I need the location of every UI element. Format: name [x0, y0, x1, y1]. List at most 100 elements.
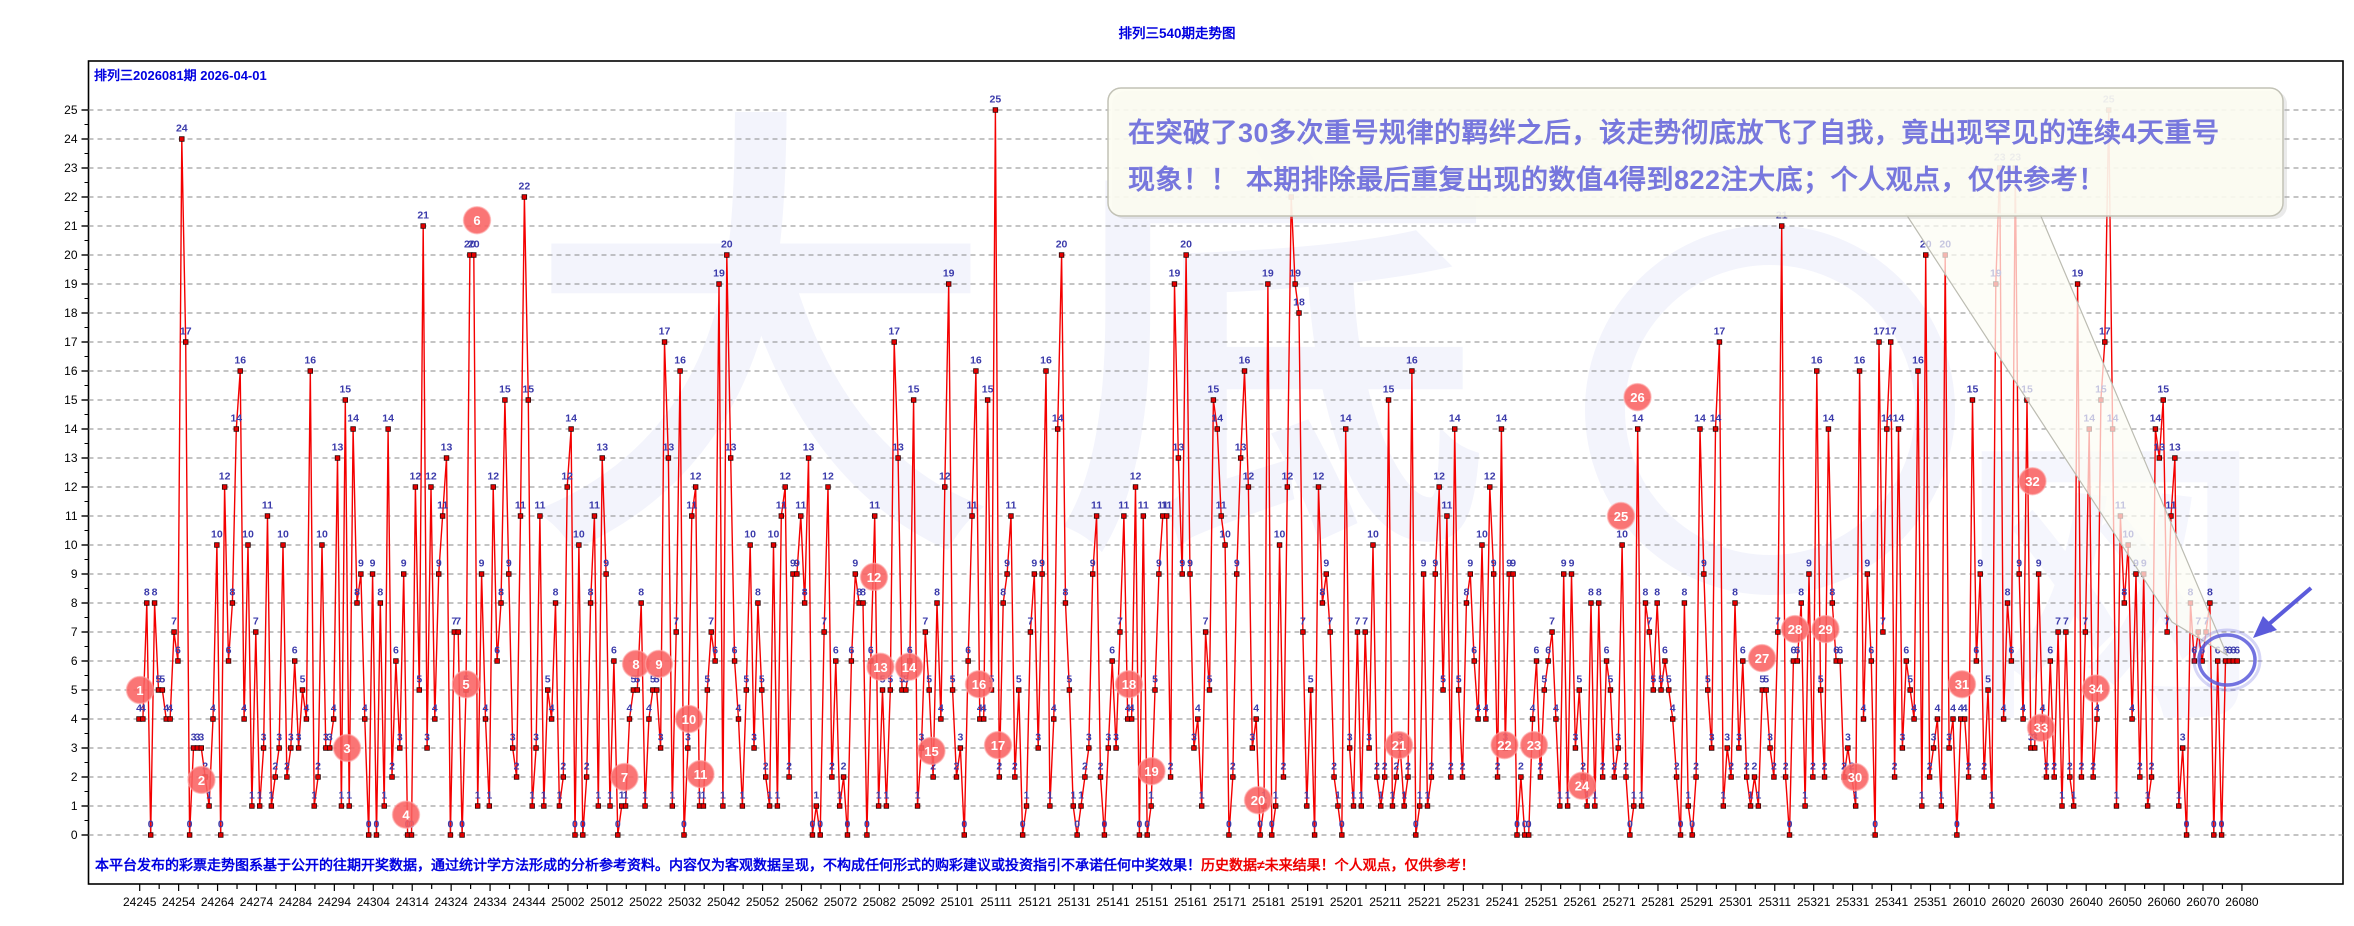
point-value-label: 2	[1405, 761, 1411, 773]
point-value-label: 9	[370, 558, 376, 570]
point-marker	[183, 339, 189, 345]
point-value-label: 1	[1853, 790, 1859, 802]
point-marker	[2016, 571, 2022, 577]
point-value-label: 0	[864, 819, 870, 831]
point-marker	[1888, 339, 1894, 345]
point-value-label: 1	[1938, 790, 1944, 802]
point-value-label: 4	[167, 703, 173, 715]
point-marker	[1915, 368, 1921, 374]
x-tick-label: 26060	[2147, 895, 2181, 909]
x-tick-label: 25072	[824, 895, 858, 909]
point-value-label: 5	[704, 674, 710, 686]
point-marker	[1121, 513, 1127, 519]
watermark-char: 大	[530, 90, 990, 603]
point-value-label: 0	[817, 819, 823, 831]
point-marker	[836, 803, 843, 809]
x-tick-label: 25211	[1369, 895, 1402, 909]
point-value-label: 6	[1794, 645, 1800, 657]
point-value-label: 4	[1962, 703, 1968, 715]
point-marker	[362, 716, 368, 722]
point-value-label: 11	[1161, 500, 1172, 512]
point-marker	[1619, 542, 1625, 548]
point-value-label: 9	[794, 558, 800, 570]
point-value-label: 0	[447, 819, 453, 831]
point-value-label: 1	[1557, 790, 1563, 802]
point-marker	[821, 629, 827, 635]
point-value-label: 2	[1611, 761, 1617, 773]
point-marker	[580, 832, 586, 838]
point-value-label: 6	[2230, 645, 2236, 657]
point-value-label: 11	[1005, 500, 1016, 512]
point-marker	[2078, 774, 2085, 780]
point-value-label: 5	[300, 674, 306, 686]
point-value-label: 8	[638, 587, 644, 599]
repeat-circle-number: 27	[1755, 651, 1769, 666]
x-tick-label: 25321	[1797, 895, 1831, 909]
point-marker	[2191, 658, 2198, 664]
point-value-label: 1	[1078, 790, 1084, 802]
point-marker	[844, 832, 851, 838]
point-marker	[206, 803, 212, 809]
point-value-label: 5	[1541, 674, 1547, 686]
point-marker	[2074, 281, 2081, 287]
point-value-label: 5	[1985, 674, 1991, 686]
point-marker	[144, 600, 150, 606]
point-marker	[1300, 629, 1306, 635]
point-marker	[2102, 339, 2108, 345]
point-marker	[1736, 745, 1742, 751]
point-value-label: 1	[915, 790, 921, 802]
point-value-label: 6	[2191, 645, 2197, 657]
point-marker	[1066, 687, 1073, 693]
point-marker	[1627, 832, 1633, 838]
repeat-circle-number: 34	[2089, 682, 2104, 697]
point-value-label: 8	[144, 587, 150, 599]
point-value-label: 1	[1304, 790, 1310, 802]
point-marker	[1603, 658, 1610, 664]
point-value-label: 2	[1460, 761, 1466, 773]
point-marker	[1747, 803, 1754, 809]
point-value-label: 1	[642, 790, 648, 802]
point-marker	[1253, 716, 1259, 722]
point-marker	[233, 426, 240, 432]
point-value-label: 6	[175, 645, 181, 657]
point-value-label: 2	[954, 761, 960, 773]
point-marker	[1599, 774, 1606, 780]
point-marker	[2004, 600, 2011, 606]
point-marker	[502, 397, 508, 403]
point-marker	[1965, 774, 1972, 780]
point-value-label: 11	[1441, 500, 1452, 512]
x-tick-label: 25012	[590, 895, 624, 909]
point-value-label: 22	[519, 181, 531, 193]
point-marker	[2032, 745, 2038, 751]
point-value-label: 1	[1199, 790, 1205, 802]
repeat-circle-number: 15	[924, 744, 938, 759]
point-value-label: 3	[1724, 732, 1730, 744]
point-value-label: 4	[2020, 703, 2026, 715]
point-marker	[1272, 803, 1279, 809]
point-marker	[424, 745, 430, 751]
point-value-label: 7	[1354, 616, 1360, 628]
point-marker	[2090, 774, 2096, 780]
point-marker	[1327, 629, 1333, 635]
point-value-label: 0	[1312, 819, 1318, 831]
point-value-label: 5	[1016, 674, 1022, 686]
repeat-circle-number: 29	[1818, 622, 1832, 637]
point-marker	[1549, 629, 1555, 635]
point-marker	[272, 774, 278, 780]
point-marker	[809, 832, 816, 838]
point-value-label: 5	[1763, 674, 1769, 686]
point-value-label: 6	[1790, 645, 1796, 657]
repeat-circle	[917, 736, 946, 766]
point-value-label: 7	[708, 616, 714, 628]
point-value-label: 3	[1086, 732, 1092, 744]
point-marker	[253, 629, 259, 635]
point-value-label: 2	[284, 761, 290, 773]
point-value-label: 5	[899, 674, 905, 686]
point-marker	[1607, 687, 1614, 693]
point-marker	[759, 687, 765, 693]
point-value-label: 4	[938, 703, 944, 715]
repeat-circle	[674, 704, 704, 734]
point-value-label: 6	[907, 645, 913, 657]
point-value-label: 16	[1811, 355, 1823, 367]
